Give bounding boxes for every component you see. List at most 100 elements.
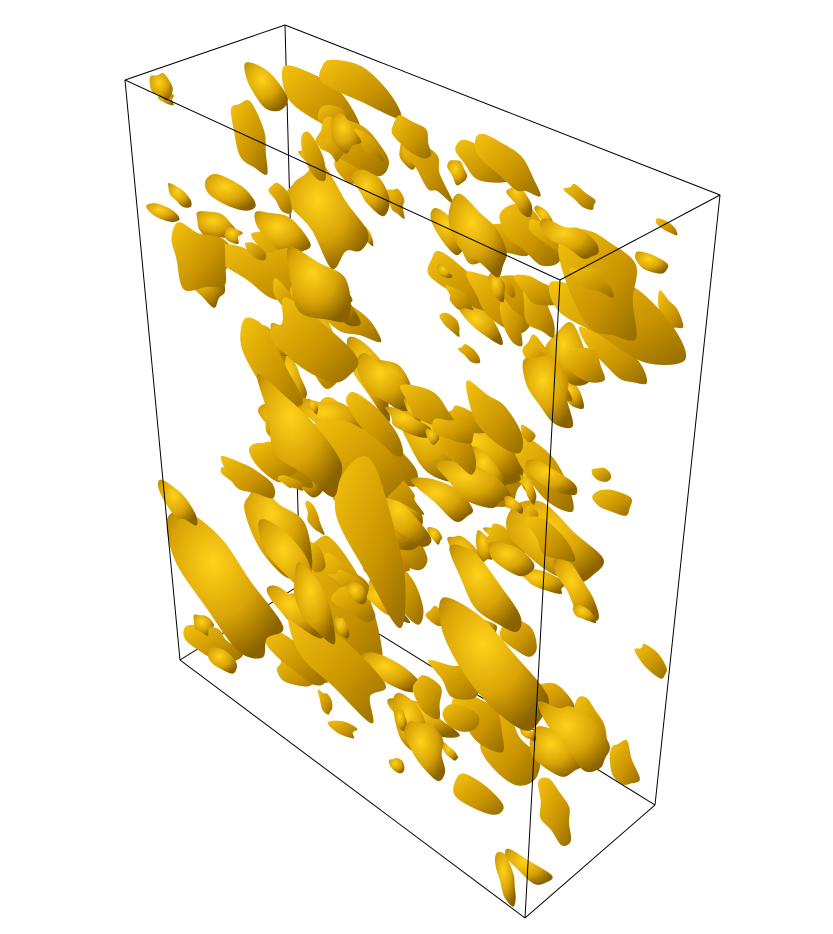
isosurface-blob [466,380,524,454]
isosurface-blob [569,267,615,298]
isosurface-blob [288,612,387,724]
isosurface-blob [224,227,243,245]
isosurface-blob [204,173,256,211]
isosurface-blob [445,284,474,311]
isosurface-blob [254,211,311,256]
isosurface-blob [412,675,442,720]
isosurface-blob [448,193,507,278]
isosurface-blob [330,586,376,623]
isosurface-blob [453,773,504,815]
isosurface-blob [307,398,319,415]
isosurface-blob [553,558,600,622]
isosurface-blob [504,496,524,514]
isosurface-blob [400,384,459,431]
isosurface-blob [537,700,611,773]
isosurface-blob [591,467,612,482]
isosurface-blob [447,160,468,186]
isosurface-blob [285,162,369,270]
bounding-box-front-edges [124,24,721,919]
isosurface-blob [353,128,385,162]
isosurface-blob [327,720,358,739]
isosurface-blobs [146,59,687,907]
isosurface-blob [207,647,238,674]
isosurface-blob [563,183,596,210]
isosurface-blob [256,373,343,497]
isosurface-blob [356,353,416,412]
isosurface-blob [244,242,267,261]
isosurface-blob [494,851,516,907]
isosurface-blob [427,527,443,545]
isosurface-blob [346,391,404,457]
isosurface-blob [655,218,678,236]
isosurface-blob [499,298,524,347]
isosurface-blob [149,72,173,102]
isosurface-blob [277,475,304,491]
isosurface-blob [433,459,512,509]
isosurface-blob [515,568,566,595]
isosurface-blob [301,131,327,182]
isosurface-blob [520,424,536,443]
isosurface-blob [634,251,669,274]
isosurface-blob [457,304,503,346]
isosurface-blob [513,274,563,306]
isosurface-blob [432,418,474,444]
isosurface-blob [441,741,459,761]
isosurface-blob [319,59,402,119]
isosurface-blob [592,489,633,516]
isosurface-blob [449,544,522,633]
isosurface-blob [146,203,180,223]
isosurface-blob [240,317,304,422]
isosurface-blob [442,704,480,732]
isosurface-blob [609,739,640,785]
isosurface-blob [475,530,494,563]
isosurface-blob [565,347,605,383]
isosurface-blob [634,643,667,679]
isosurface-blob [171,222,227,292]
isosurface-blob [499,203,561,267]
isosurface-blob [264,629,326,686]
isosurface-blob [157,479,198,526]
isosurface-blob [437,264,453,279]
isosurface-blob [529,725,584,777]
isosurface-blob [376,489,432,547]
isosurface-blob [385,406,432,438]
isosurface-blob [308,541,326,573]
isosurface-blob [183,624,244,662]
isosurface-blob [519,474,537,505]
isosurface-blob [361,652,422,693]
isosurface-blob [330,113,362,154]
isosurface-blob [386,188,405,219]
isosurface-blob [522,354,574,429]
isosurface-blob [488,542,535,577]
isosurface-blob [505,848,553,885]
isosurface-blob [404,721,446,782]
isosurface-blob [439,312,460,337]
isosurface-blob [193,614,215,636]
isosurface-blob [305,500,325,536]
isosurface-blob [457,343,481,364]
isosurface-blob [388,757,405,774]
isosurface-blob [391,115,432,159]
isosurface-blob [286,246,351,323]
isosurface-blob [394,709,407,731]
isosurface-blob [572,604,597,624]
isosurface-blob [538,777,572,847]
isosurface-blob [268,182,292,214]
isosurface-blob [244,62,288,112]
isosurface-blob [334,615,350,639]
isosurface-blob [168,183,192,208]
isosurface-blob [166,510,284,659]
isosurface-blob [346,582,367,605]
isosurface-blob [438,597,550,731]
isosurface-blob [410,477,474,523]
isosurface-blob [269,297,359,383]
isosurface-blob [220,455,276,499]
isosurface-blob [317,689,333,715]
isosurface-blob [427,250,495,314]
isosurface-blob [540,218,599,260]
isosurface-blob [293,562,336,645]
isosurface-blob [525,516,576,562]
isosurface-blob [474,133,541,197]
